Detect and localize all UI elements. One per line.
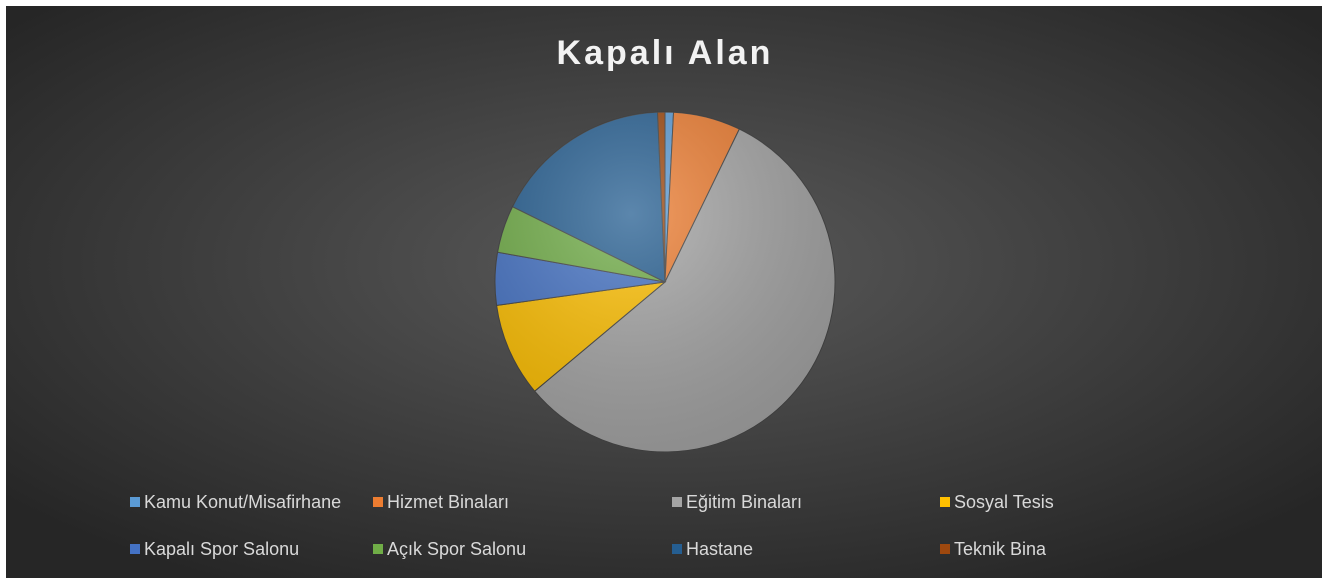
- legend-label: Hizmet Binaları: [387, 492, 509, 512]
- legend-swatch: [373, 544, 383, 554]
- legend-label: Açık Spor Salonu: [387, 539, 526, 559]
- legend-swatch: [373, 497, 383, 507]
- legend-label: Eğitim Binaları: [686, 492, 802, 512]
- legend-label: Hastane: [686, 539, 753, 559]
- legend-label: Kapalı Spor Salonu: [144, 539, 299, 559]
- legend-swatch: [130, 544, 140, 554]
- legend-swatch: [940, 544, 950, 554]
- legend-swatch: [672, 544, 682, 554]
- chart-title: Kapalı Alan: [557, 34, 774, 72]
- legend-swatch: [130, 497, 140, 507]
- legend-label: Sosyal Tesis: [954, 492, 1054, 512]
- legend-swatch: [672, 497, 682, 507]
- legend-label: Teknik Bina: [954, 539, 1047, 559]
- legend-swatch: [940, 497, 950, 507]
- legend-label: Kamu Konut/Misafirhane: [144, 492, 341, 512]
